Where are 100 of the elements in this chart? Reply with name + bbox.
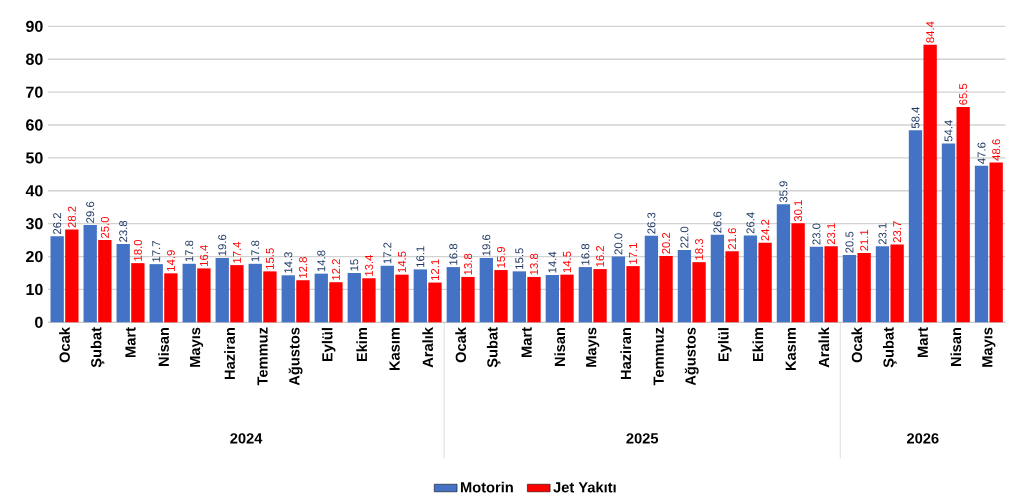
y-tick-label: 70 xyxy=(26,86,43,98)
data-label: 17.2 xyxy=(383,242,392,264)
bar xyxy=(857,252,871,323)
bar xyxy=(281,275,295,323)
x-tick-label: Mart xyxy=(125,327,136,358)
bar xyxy=(875,246,890,323)
x-tick-label: Mayıs xyxy=(190,327,204,367)
legend-label: Jet Yakıtı xyxy=(553,481,616,493)
bar xyxy=(758,242,772,323)
data-label: 13.8 xyxy=(530,253,539,275)
bar xyxy=(974,165,989,323)
x-tick-label: Ağustos xyxy=(288,327,303,386)
data-label: 14.5 xyxy=(398,251,406,273)
bar xyxy=(380,265,394,323)
x-tick-label: Mayıs xyxy=(586,327,600,367)
x-tick-label: Eylül xyxy=(321,328,336,362)
data-label: 16.4 xyxy=(199,245,208,266)
x-tick-label: Aralık xyxy=(422,327,434,368)
data-label: 23.1 xyxy=(827,223,836,245)
data-label: 20.2 xyxy=(662,232,671,254)
y-tick-label: 40 xyxy=(25,185,43,197)
bar xyxy=(890,244,904,323)
data-label: 13.4 xyxy=(364,254,373,276)
y-tick-label: 60 xyxy=(26,119,43,131)
data-label: 22.0 xyxy=(680,226,689,248)
bar xyxy=(446,267,460,323)
bar xyxy=(578,267,593,323)
bar xyxy=(296,280,310,323)
data-label: 26.2 xyxy=(53,213,62,235)
x-tick-label: Eylül xyxy=(717,328,732,362)
bar xyxy=(791,223,805,323)
bar xyxy=(512,271,527,323)
bar xyxy=(182,263,196,323)
data-label: 12.2 xyxy=(331,259,340,280)
bar xyxy=(65,229,79,323)
x-tick-label: Nisan xyxy=(554,327,566,366)
data-label: 15.5 xyxy=(515,248,524,269)
bar xyxy=(989,162,1003,323)
data-label: 25.0 xyxy=(100,216,109,238)
data-label: 12.8 xyxy=(298,257,307,278)
data-label: 18.3 xyxy=(695,238,704,260)
bar xyxy=(248,263,262,323)
x-tick-label: Ocak xyxy=(455,327,467,363)
data-label: 14.8 xyxy=(317,250,326,272)
x-tick-label: Mart xyxy=(521,327,532,358)
bar xyxy=(824,246,838,323)
bar xyxy=(956,106,970,323)
data-label: 17.1 xyxy=(629,242,637,264)
bar xyxy=(842,254,857,323)
data-label: 16.8 xyxy=(449,243,458,265)
data-label: 35.9 xyxy=(779,181,788,203)
data-label: 16.2 xyxy=(596,245,605,267)
data-label: 21.1 xyxy=(860,229,869,251)
bar xyxy=(149,264,163,323)
data-label: 18.0 xyxy=(133,239,142,261)
data-label: 17.7 xyxy=(152,241,161,262)
bar xyxy=(215,257,229,323)
x-tick-label: Temmuz xyxy=(257,327,268,386)
y-tick-label: 0 xyxy=(35,316,43,328)
bar xyxy=(362,278,376,323)
data-label: 30.1 xyxy=(794,200,803,222)
bar xyxy=(329,282,343,323)
data-label: 54.4 xyxy=(944,120,953,142)
text: 2025 xyxy=(626,433,659,444)
y-tick-label: 20 xyxy=(26,250,43,263)
bar xyxy=(692,262,706,323)
bar xyxy=(923,44,937,323)
data-label: 28.2 xyxy=(67,206,76,228)
bar xyxy=(725,251,739,323)
x-tick-label: Haziran xyxy=(224,327,235,380)
data-label: 16.1 xyxy=(416,246,425,267)
data-label: 23.7 xyxy=(893,221,902,243)
data-label: 26.6 xyxy=(713,211,722,233)
data-label: 14.4 xyxy=(548,251,557,273)
bar xyxy=(83,224,97,323)
x-tick-label: Ağustos xyxy=(684,327,699,386)
bar xyxy=(710,234,725,323)
bar xyxy=(314,273,328,323)
bar xyxy=(593,269,607,323)
text: 2026 xyxy=(907,433,939,444)
bar xyxy=(659,255,673,323)
bar xyxy=(347,273,361,323)
x-tick-label: Aralık xyxy=(818,327,830,368)
data-label: 24.2 xyxy=(761,219,770,241)
bar xyxy=(461,276,475,323)
data-label: 14.5 xyxy=(563,251,571,273)
y-tick-label: 10 xyxy=(26,283,43,296)
bar xyxy=(626,266,640,323)
bar xyxy=(395,274,409,323)
data-label: 19.6 xyxy=(482,234,491,256)
y-tick-label: 80 xyxy=(26,53,43,65)
bar xyxy=(677,249,692,323)
data-label: 29.6 xyxy=(86,201,95,223)
data-label: 84.4 xyxy=(926,21,935,43)
x-tick-label: Şubat xyxy=(90,327,105,368)
y-tick-label: 50 xyxy=(26,152,43,164)
data-label: 23.1 xyxy=(878,223,887,245)
data-label: 15.9 xyxy=(496,246,505,268)
bar xyxy=(131,263,145,323)
data-label: 48.6 xyxy=(992,139,1001,161)
